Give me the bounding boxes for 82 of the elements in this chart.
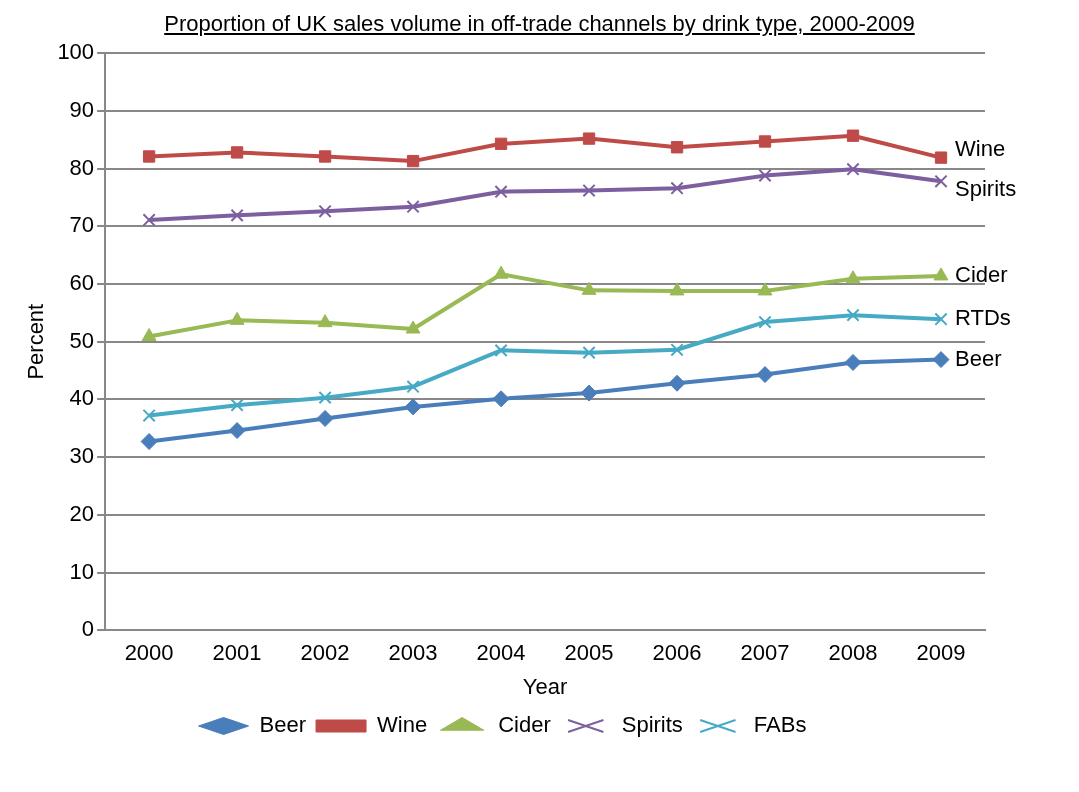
legend-label: Beer bbox=[259, 712, 307, 738]
y-tick-label: 80 bbox=[69, 154, 95, 180]
point bbox=[846, 129, 860, 142]
point bbox=[142, 150, 156, 163]
y-tick-label: 50 bbox=[69, 327, 95, 353]
x-tick-label: 2007 bbox=[740, 640, 790, 666]
point bbox=[758, 315, 772, 329]
x-tick-label: 2000 bbox=[124, 640, 174, 666]
point bbox=[494, 343, 508, 358]
annotation: Wine bbox=[955, 135, 1006, 161]
point bbox=[932, 351, 950, 369]
x-tick-label: 2002 bbox=[300, 640, 350, 666]
x-tick-label: 2003 bbox=[388, 640, 438, 666]
point bbox=[669, 282, 685, 296]
point bbox=[141, 328, 157, 342]
y-axis-title: Percent bbox=[23, 303, 49, 380]
point bbox=[756, 366, 774, 384]
point bbox=[492, 390, 510, 408]
point bbox=[758, 135, 772, 148]
point bbox=[404, 398, 422, 416]
point bbox=[670, 343, 684, 357]
point bbox=[934, 151, 948, 164]
annotation: Beer bbox=[955, 345, 1002, 371]
point bbox=[318, 391, 332, 405]
point bbox=[582, 346, 596, 360]
point bbox=[142, 408, 156, 423]
point bbox=[845, 270, 861, 284]
point bbox=[580, 384, 598, 402]
point bbox=[406, 200, 420, 214]
point bbox=[670, 141, 684, 154]
point bbox=[668, 374, 686, 392]
x-tick-label: 2004 bbox=[476, 640, 526, 666]
annotation: RTDs bbox=[955, 305, 1011, 331]
point bbox=[230, 146, 244, 159]
legend-label: Cider bbox=[498, 712, 551, 738]
point bbox=[230, 208, 244, 222]
point bbox=[582, 132, 596, 145]
point bbox=[317, 314, 333, 328]
legend-label: Wine bbox=[377, 712, 428, 738]
chart-title: Proportion of UK sales volume in off-trade channels by drink type, 2000-2009 bbox=[164, 10, 915, 37]
point bbox=[228, 422, 246, 440]
point bbox=[934, 312, 948, 326]
point bbox=[670, 181, 684, 195]
point bbox=[406, 380, 420, 394]
y-tick-label: 20 bbox=[69, 500, 95, 526]
legend-label: Spirits bbox=[621, 712, 683, 738]
point bbox=[405, 320, 421, 334]
y-tick-label: 90 bbox=[69, 96, 95, 122]
x-tick-label: 2008 bbox=[828, 640, 878, 666]
point bbox=[844, 353, 862, 371]
point bbox=[757, 282, 773, 296]
legend-label: FABs bbox=[753, 712, 807, 738]
x-tick-label: 2006 bbox=[652, 640, 702, 666]
x-axis-title: Year bbox=[522, 673, 568, 699]
point bbox=[582, 183, 596, 198]
point bbox=[230, 398, 244, 412]
point bbox=[494, 137, 508, 150]
y-tick-label: 100 bbox=[57, 39, 95, 65]
point bbox=[318, 204, 332, 218]
y-tick-label: 30 bbox=[69, 443, 95, 469]
point bbox=[846, 162, 860, 176]
x-tick-label: 2001 bbox=[212, 640, 262, 666]
x-tick-label: 2005 bbox=[564, 640, 614, 666]
point bbox=[758, 168, 772, 183]
point bbox=[316, 409, 334, 427]
y-tick-label: 10 bbox=[69, 558, 95, 584]
y-tick-label: 40 bbox=[69, 385, 95, 411]
x-tick-label: 2009 bbox=[916, 640, 966, 666]
point bbox=[318, 150, 332, 163]
y-tick-label: 0 bbox=[81, 616, 95, 642]
point bbox=[142, 213, 156, 227]
point bbox=[406, 154, 420, 168]
point bbox=[140, 433, 158, 451]
point bbox=[494, 185, 508, 199]
annotation: Cider bbox=[955, 261, 1008, 287]
point bbox=[493, 265, 509, 279]
annotation: Spirits bbox=[955, 175, 1017, 201]
point bbox=[933, 267, 949, 281]
y-tick-label: 60 bbox=[69, 270, 95, 296]
y-tick-label: 70 bbox=[69, 212, 95, 238]
point bbox=[846, 308, 860, 322]
point bbox=[934, 174, 948, 188]
